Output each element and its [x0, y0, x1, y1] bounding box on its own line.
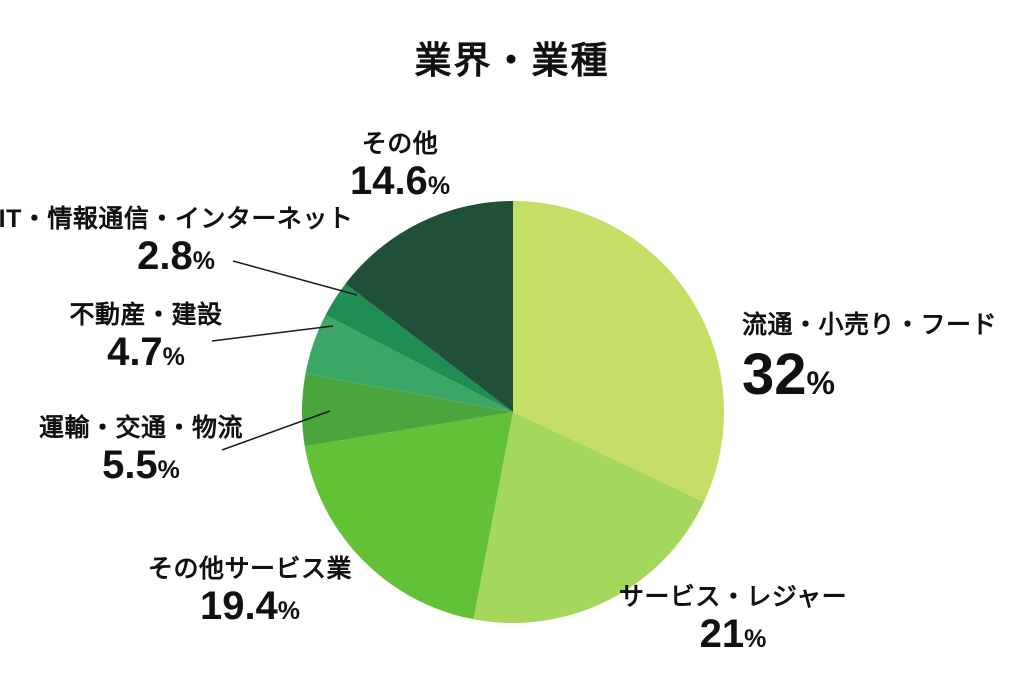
slice-name: IT・情報通信・インターネット	[0, 205, 354, 233]
slice-name: その他	[361, 130, 439, 158]
percent-sign: %	[162, 342, 185, 371]
slice-label-other: その他 14.6%	[350, 130, 450, 203]
slice-value: 5.5%	[39, 442, 243, 487]
slice-name: その他サービス業	[147, 555, 353, 583]
slice-name: 運輸・交通・物流	[38, 414, 244, 442]
slice-label-it-telecom-internet: IT・情報通信・インターネット 2.8%	[0, 205, 353, 278]
slice-value-number: 2.8	[137, 233, 193, 278]
slice-value-number: 32	[742, 341, 807, 407]
percent-sign: %	[277, 596, 301, 625]
pie-slice-2	[304, 412, 513, 620]
slice-value-number: 14.6	[349, 158, 428, 203]
slice-label-transport-logistics: 運輸・交通・物流 5.5%	[39, 414, 243, 487]
slice-value: 4.7%	[69, 329, 222, 374]
pie-slice-6	[345, 201, 513, 412]
pie-slice-0	[513, 201, 725, 502]
percent-sign: %	[157, 455, 180, 484]
chart-title: 業界・業種	[414, 40, 610, 81]
slice-value: 19.4%	[148, 583, 352, 628]
percent-sign: %	[806, 364, 835, 401]
slice-name: 不動産・建設	[69, 301, 223, 329]
slice-value-number: 5.5	[102, 442, 158, 487]
percent-sign: %	[427, 171, 451, 200]
slice-value-number: 21	[699, 611, 745, 656]
pie-slice-3	[301, 373, 513, 447]
slice-value-number: 19.4	[199, 583, 278, 628]
slice-value: 32%	[742, 341, 997, 407]
slice-value: 21%	[619, 611, 847, 656]
slice-name: サービス・レジャー	[618, 583, 848, 611]
pie-slice-1	[473, 412, 704, 623]
pie-slice-5	[325, 283, 513, 412]
slice-label-ryutsu: 流通・小売り・フード 32%	[742, 311, 997, 406]
percent-sign: %	[192, 246, 215, 275]
percent-sign: %	[744, 624, 767, 653]
slice-value: 14.6%	[349, 158, 451, 203]
pie-chart	[301, 201, 725, 623]
pie-slice-4	[305, 315, 513, 412]
slice-label-realestate-construction: 不動産・建設 4.7%	[69, 301, 222, 374]
slice-name: 流通・小売り・フード	[742, 311, 998, 339]
slice-label-service-leisure: サービス・レジャー 21%	[619, 583, 847, 656]
slice-value: 2.8%	[0, 233, 353, 278]
slice-value-number: 4.7	[107, 329, 163, 374]
slice-label-other-services: その他サービス業 19.4%	[148, 555, 352, 628]
